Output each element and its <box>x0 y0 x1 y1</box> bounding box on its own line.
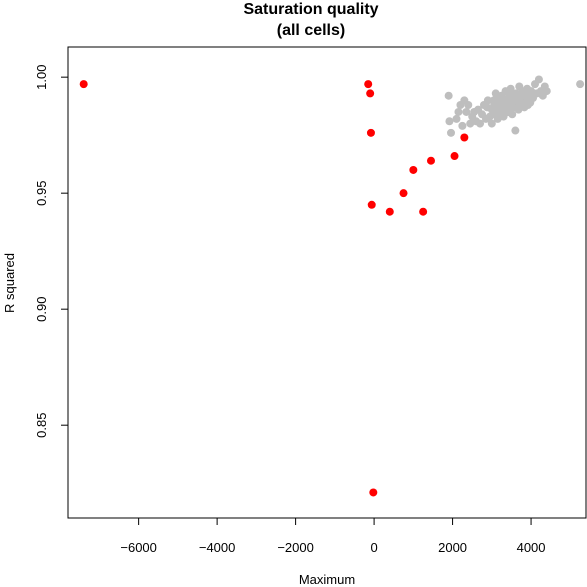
grey-data-point <box>483 96 492 105</box>
x-tick-label: 0 <box>370 540 377 555</box>
red-data-point <box>399 189 408 198</box>
grey-data-point <box>458 121 467 130</box>
red-data-point <box>366 128 375 137</box>
grey-data-point <box>576 80 585 89</box>
y-tick-label: 1.00 <box>34 65 49 90</box>
y-tick-label: 0.90 <box>34 297 49 322</box>
x-tick-label: −4000 <box>199 540 236 555</box>
red-data-point <box>364 80 373 89</box>
grey-data-point <box>529 89 538 98</box>
y-tick-label: 0.95 <box>34 181 49 206</box>
grey-data-point <box>454 107 463 116</box>
grey-data-point <box>452 114 461 123</box>
red-data-point <box>450 152 459 161</box>
grey-data-point <box>462 107 471 116</box>
y-tick-label: 0.85 <box>34 413 49 438</box>
x-tick-label: −2000 <box>277 540 314 555</box>
x-axis-label: Maximum <box>299 572 355 587</box>
grey-data-point <box>487 119 496 128</box>
red-data-point <box>79 80 88 89</box>
red-data-point <box>409 165 418 174</box>
grey-data-point <box>511 126 520 135</box>
grey-data-point <box>509 103 518 112</box>
red-data-point <box>426 156 435 165</box>
y-axis-label: R squared <box>2 253 17 313</box>
grey-data-point <box>534 75 543 84</box>
grey-data-point <box>447 128 456 137</box>
grey-data-point <box>542 87 551 96</box>
grey-data-point <box>515 98 524 107</box>
plot-area-frame <box>67 46 587 519</box>
grey-data-point <box>505 89 514 98</box>
data-points <box>79 75 585 497</box>
grey-data-point <box>499 101 508 110</box>
grey-data-point <box>505 96 514 105</box>
grey-data-point <box>483 103 492 112</box>
red-data-point <box>385 207 394 216</box>
grey-data-point <box>464 101 473 110</box>
x-tick-label: −6000 <box>120 540 157 555</box>
grey-data-point <box>493 94 502 103</box>
red-data-point <box>419 207 428 216</box>
red-data-point <box>460 133 469 142</box>
grey-data-point <box>445 117 454 126</box>
x-tick-label: 4000 <box>517 540 546 555</box>
grey-data-point <box>476 119 485 128</box>
grey-data-point <box>523 94 532 103</box>
x-tick-label: 2000 <box>438 540 467 555</box>
chart-title-line-2: (all cells) <box>277 22 345 39</box>
x-axis: −6000 −4000 −2000 0 2000 4000 <box>120 517 546 555</box>
grey-data-point <box>444 91 453 100</box>
red-data-point <box>369 488 378 497</box>
grey-data-point <box>494 105 503 114</box>
red-data-point <box>366 89 375 98</box>
red-data-point <box>367 200 376 209</box>
grey-data-point <box>508 110 517 119</box>
chart-title-line-1: Saturation quality <box>243 1 378 18</box>
y-axis: 0.85 0.90 0.95 1.00 <box>34 65 69 438</box>
